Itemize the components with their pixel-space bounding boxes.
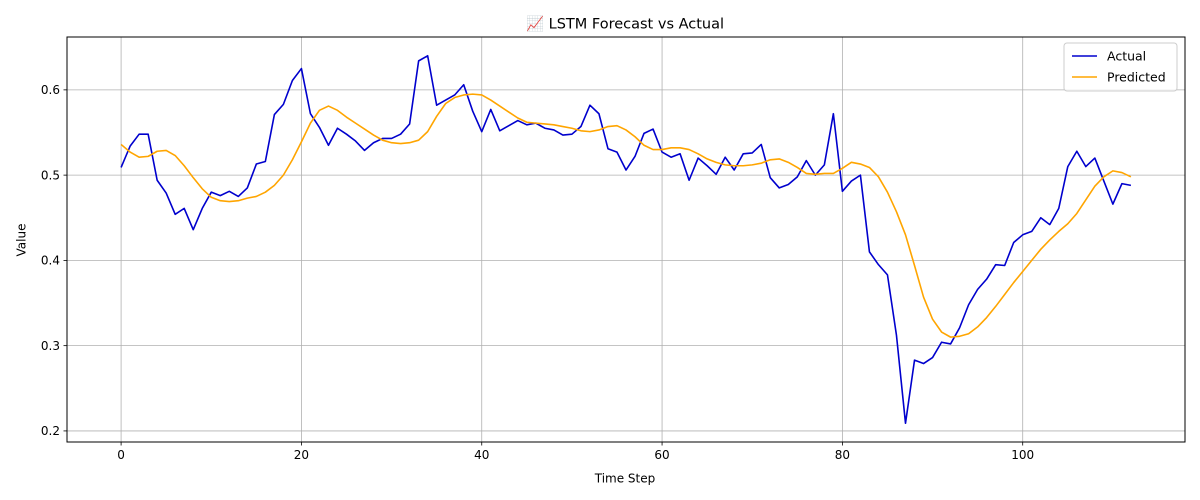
x-tick-label: 20 [294,448,309,462]
x-tick-label: 0 [117,448,125,462]
series-line-actual [120,54,1132,425]
x-tick-label: 40 [474,448,489,462]
x-axis-ticks: 0 20 40 60 80 100 [117,442,1034,462]
legend-box [1063,42,1178,92]
y-tick-label: 0.3 [41,339,60,353]
y-tick-label: 0.5 [41,168,60,182]
x-tick-label: 60 [654,448,669,462]
y-tick-label: 0.2 [41,424,60,438]
x-tick-label: 100 [1011,448,1034,462]
x-axis-label: Time Step [594,472,656,486]
plot-frame [66,36,1186,443]
legend-label: Predicted [1107,70,1166,85]
legend-label: Actual [1107,49,1146,64]
y-tick-label: 0.6 [41,83,60,97]
y-tick-label: 0.4 [41,254,60,268]
y-axis-ticks: 0.2 0.3 0.4 0.5 0.6 [41,83,67,438]
series-line-predicted [120,93,1132,338]
grid-lines [67,37,1185,442]
chart-title: 📈 LSTM Forecast vs Actual [526,15,724,33]
series-group [120,54,1132,425]
y-axis-label: Value [15,224,29,257]
legend: Actual Predicted [1063,42,1178,92]
x-tick-label: 80 [835,448,850,462]
